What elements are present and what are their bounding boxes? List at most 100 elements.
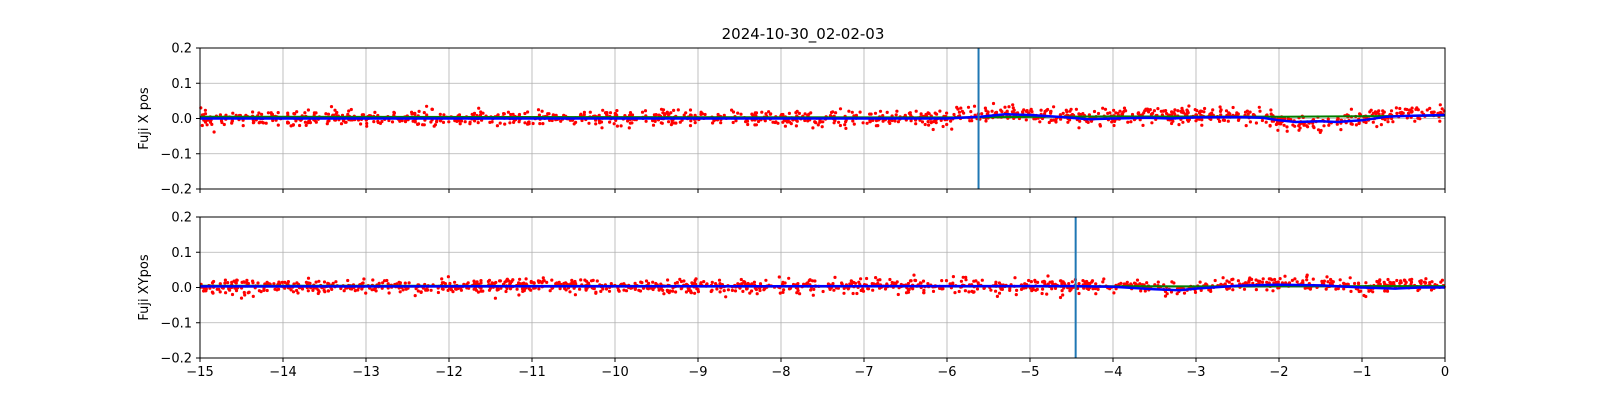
scatter-point: [1371, 120, 1375, 124]
scatter-point: [731, 120, 735, 125]
scatter-point: [324, 112, 328, 116]
scatter-point: [798, 292, 802, 296]
scatter-point: [1376, 280, 1380, 284]
scatter-point: [1243, 110, 1248, 114]
scatter-point: [983, 106, 988, 110]
scatter-point: [205, 123, 209, 127]
scatter-point: [306, 281, 311, 285]
scatter-point: [541, 122, 545, 126]
scatter-point: [453, 280, 457, 284]
scatter-point: [264, 121, 268, 125]
scatter-point: [868, 119, 872, 124]
scatter-point: [509, 112, 513, 117]
scatter-point: [1422, 280, 1427, 284]
scatter-point: [694, 277, 698, 281]
scatter-point: [1438, 103, 1442, 107]
scatter-point: [323, 290, 327, 294]
scatter-point: [919, 112, 923, 116]
scatter-point: [440, 281, 444, 285]
scatter-point: [643, 109, 648, 113]
scatter-point: [594, 122, 598, 126]
scatter-point: [1438, 119, 1442, 123]
scatter-point: [523, 121, 527, 125]
scatter-point: [502, 112, 506, 116]
scatter-point: [1015, 288, 1019, 292]
scatter-point: [398, 290, 402, 294]
scatter-point: [1198, 280, 1202, 284]
scatter-point: [662, 292, 666, 296]
scatter-point: [763, 119, 767, 123]
scatter-point: [306, 121, 310, 125]
scatter-point: [1419, 281, 1423, 286]
scatter-point: [609, 282, 613, 286]
scatter-point: [1096, 111, 1101, 116]
scatter-point: [230, 121, 234, 125]
x-tick-label: −1: [1352, 365, 1371, 380]
scatter-point: [246, 291, 250, 295]
scatter-point: [381, 281, 385, 285]
scatter-point: [957, 289, 961, 294]
scatter-point: [1283, 274, 1287, 278]
scatter-point: [959, 106, 963, 110]
scatter-point: [941, 287, 945, 291]
scatter-point: [1406, 111, 1411, 115]
scatter-point: [774, 120, 778, 124]
scatter-point: [266, 111, 270, 115]
scatter-point: [231, 111, 235, 115]
scatter-point: [477, 106, 481, 110]
scatter-point: [644, 279, 649, 283]
scatter-point: [785, 120, 789, 124]
scatter-point: [612, 122, 616, 126]
scatter-point: [296, 291, 300, 295]
scatter-point: [1248, 120, 1252, 124]
scatter-point: [1428, 106, 1432, 110]
scatter-point: [651, 280, 655, 284]
scatter-point: [595, 279, 599, 283]
y-tick-label: 0.2: [171, 211, 192, 226]
scatter-point: [764, 112, 768, 116]
scatter-point: [1034, 117, 1038, 121]
scatter-point: [734, 119, 738, 123]
scatter-point: [243, 293, 247, 297]
scatter-point: [622, 288, 626, 292]
scatter-point: [1059, 117, 1063, 121]
scatter-point: [1244, 124, 1248, 128]
scatter-point: [931, 289, 936, 293]
scatter-point: [1135, 278, 1140, 282]
scatter-point: [326, 112, 331, 116]
scatter-point: [1413, 119, 1417, 123]
scatter-point: [1285, 129, 1289, 133]
scatter-point: [861, 289, 866, 293]
scatter-point: [1428, 281, 1432, 285]
x-tick-label: −14: [269, 365, 296, 380]
scatter-point: [1202, 110, 1206, 114]
scatter-point: [490, 281, 494, 285]
scatter-point: [896, 120, 901, 124]
scatter-point: [411, 119, 415, 123]
scatter-point: [1045, 292, 1049, 296]
scatter-point: [794, 124, 799, 128]
scatter-point: [865, 121, 869, 125]
scatter-point: [834, 111, 838, 115]
scatter-point: [764, 278, 768, 282]
scatter-point: [731, 110, 736, 114]
scatter-point: [806, 281, 810, 285]
scatter-point: [551, 113, 555, 117]
panel-fuji-xypos: −15 −14 −13 −12 −11 −10 −9 −8 −7 −6 −5 −4 −3 −2 −1 0−0.…: [137, 211, 1449, 381]
scatter-point: [503, 122, 507, 126]
scatter-point: [663, 112, 667, 116]
scatter-point: [1170, 110, 1174, 114]
scatter-point: [1218, 105, 1222, 109]
scatter-point: [457, 119, 461, 123]
scatter-point: [1070, 280, 1074, 284]
y-axis-label: Fuji XYpos: [137, 254, 152, 320]
scatter-point: [1349, 107, 1353, 111]
scatter-point: [657, 288, 661, 292]
scatter-point: [1198, 110, 1202, 114]
scatter-point: [458, 122, 462, 126]
scatter-point: [1349, 289, 1353, 293]
scatter-point: [258, 120, 262, 124]
scatter-point: [498, 121, 502, 125]
scatter-point: [659, 282, 663, 286]
